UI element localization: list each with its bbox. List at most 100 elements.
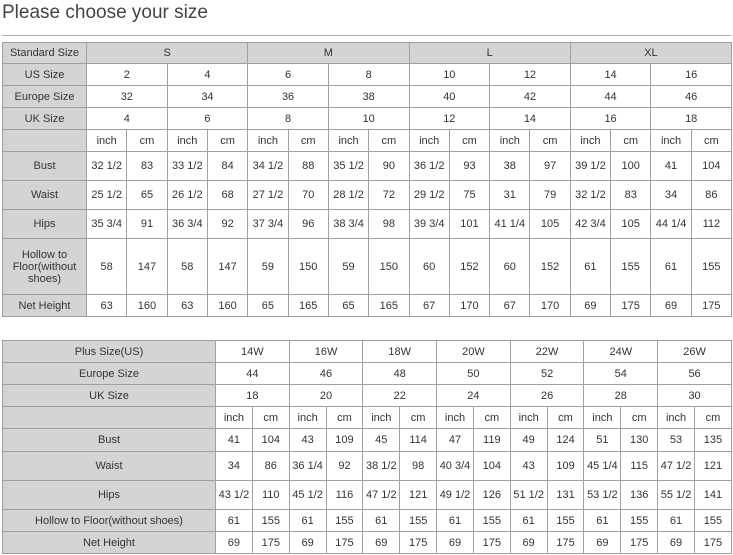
table-cell: 42	[489, 85, 571, 108]
table-cell: 104	[690, 151, 733, 181]
plus-size-table: Plus Size(US) 14W 16W 18W 20W 22W 24W 26W Europe…	[2, 340, 733, 554]
table-cell: 61	[215, 509, 253, 532]
table-cell: M	[247, 42, 410, 64]
row-label: UK Size	[2, 107, 87, 130]
row-label: Bust	[2, 151, 87, 181]
row-label: Europe Size	[2, 362, 216, 385]
table-cell: 44	[215, 362, 290, 385]
table-cell: 26 1/2	[166, 180, 208, 210]
table-cell: 147	[206, 238, 249, 295]
table-cell: 63	[166, 294, 208, 317]
table-cell: 150	[368, 238, 410, 295]
table-cell: 24	[436, 384, 511, 407]
table-cell: inch	[583, 406, 622, 429]
table-cell: 18	[215, 384, 290, 407]
table-cell: inch	[657, 406, 695, 429]
table-cell: cm	[206, 129, 249, 152]
table-cell: inch	[569, 129, 612, 152]
row-label: Bust	[2, 428, 216, 452]
table-cell: 170	[529, 294, 571, 317]
table-cell: 175	[251, 531, 290, 554]
table-cell: 35 1/2	[327, 151, 370, 181]
row-label: Hollow to Floor(without shoes)	[2, 509, 216, 532]
row-label: Net Height	[2, 531, 216, 554]
table-row: Hollow to Floor(without shoes) 61 155 61 155…	[2, 509, 733, 532]
table-cell: 12	[408, 107, 491, 130]
table-cell: inch	[408, 129, 450, 152]
row-label: Waist	[2, 180, 87, 210]
table-cell: L	[408, 42, 571, 64]
table-cell: 14W	[215, 340, 290, 363]
table-cell: 104	[251, 428, 290, 452]
table-cell: 98	[399, 451, 438, 481]
table-cell: 155	[693, 509, 733, 532]
table-cell: 47 1/2	[657, 451, 695, 481]
table-cell: 116	[325, 480, 364, 510]
table-cell: inch	[166, 129, 208, 152]
table-cell: cm	[126, 129, 168, 152]
table-row: Hollow to Floor(without shoes) 58 147 58 147…	[2, 238, 733, 295]
table-cell: 124	[546, 428, 585, 452]
table-cell: 36 1/2	[408, 151, 450, 181]
table-cell: inch	[215, 406, 253, 429]
table-cell: 33 1/2	[166, 151, 208, 181]
table-cell: 32 1/2	[85, 151, 128, 181]
table-cell: 22	[362, 384, 438, 407]
table-cell: 105	[610, 209, 652, 239]
table-cell: 58	[166, 238, 208, 295]
row-label: Hips	[2, 480, 216, 510]
table-row: Standard Size S M L XL	[2, 42, 733, 64]
table-cell: inch	[247, 129, 289, 152]
row-label: UK Size	[2, 384, 216, 407]
table-cell: 8	[247, 107, 329, 130]
table-cell: 34	[650, 180, 692, 210]
table-cell: 35 3/4	[85, 209, 128, 239]
table-cell: 50	[436, 362, 511, 385]
table-cell: 22W	[509, 340, 585, 363]
table-cell: 155	[610, 238, 652, 295]
table-cell: 69	[288, 531, 327, 554]
table-cell: 30	[657, 384, 732, 407]
table-cell: 60	[408, 238, 450, 295]
table-cell: 53	[657, 428, 695, 452]
table-cell: 47	[436, 428, 474, 452]
table-cell: 69	[215, 531, 253, 554]
table-cell: 56	[657, 362, 732, 385]
table-cell: cm	[448, 129, 491, 152]
table-cell: cm	[690, 129, 733, 152]
table-cell: 39 3/4	[408, 209, 450, 239]
table-cell: 27 1/2	[247, 180, 289, 210]
table-row: Net Height 69 175 69 175 69 175 69 175 69 175 69 175…	[2, 531, 733, 554]
table-cell: 114	[399, 428, 438, 452]
table-cell: 52	[509, 362, 585, 385]
table-cell: XL	[569, 42, 733, 64]
table-cell: 41	[215, 428, 253, 452]
table-cell: 170	[448, 294, 491, 317]
table-cell: 175	[546, 531, 585, 554]
table-cell: cm	[368, 129, 410, 152]
table-cell: 104	[472, 451, 511, 481]
table-cell: 86	[690, 180, 733, 210]
table-cell: 88	[287, 151, 329, 181]
table-cell: 69	[509, 531, 548, 554]
table-cell: inch	[327, 129, 370, 152]
table-cell: 175	[690, 294, 733, 317]
table-cell: 69	[436, 531, 474, 554]
table-cell: 42 3/4	[569, 209, 612, 239]
table-cell: 43 1/2	[215, 480, 253, 510]
table-cell: 4	[86, 107, 168, 130]
table-cell: 83	[610, 180, 652, 210]
table-cell: 44	[569, 85, 652, 108]
table-cell: 155	[546, 509, 585, 532]
table-cell: 55 1/2	[657, 480, 695, 510]
table-cell: 136	[620, 480, 659, 510]
table-cell: 160	[206, 294, 249, 317]
table-cell: 155	[325, 509, 364, 532]
table-cell: 54	[583, 362, 659, 385]
table-cell: cm	[287, 129, 329, 152]
table-cell: 121	[693, 451, 733, 481]
row-label: Standard Size	[2, 42, 87, 64]
table-cell: cm	[610, 129, 652, 152]
table-cell: 61	[657, 509, 695, 532]
table-cell: 63	[85, 294, 128, 317]
